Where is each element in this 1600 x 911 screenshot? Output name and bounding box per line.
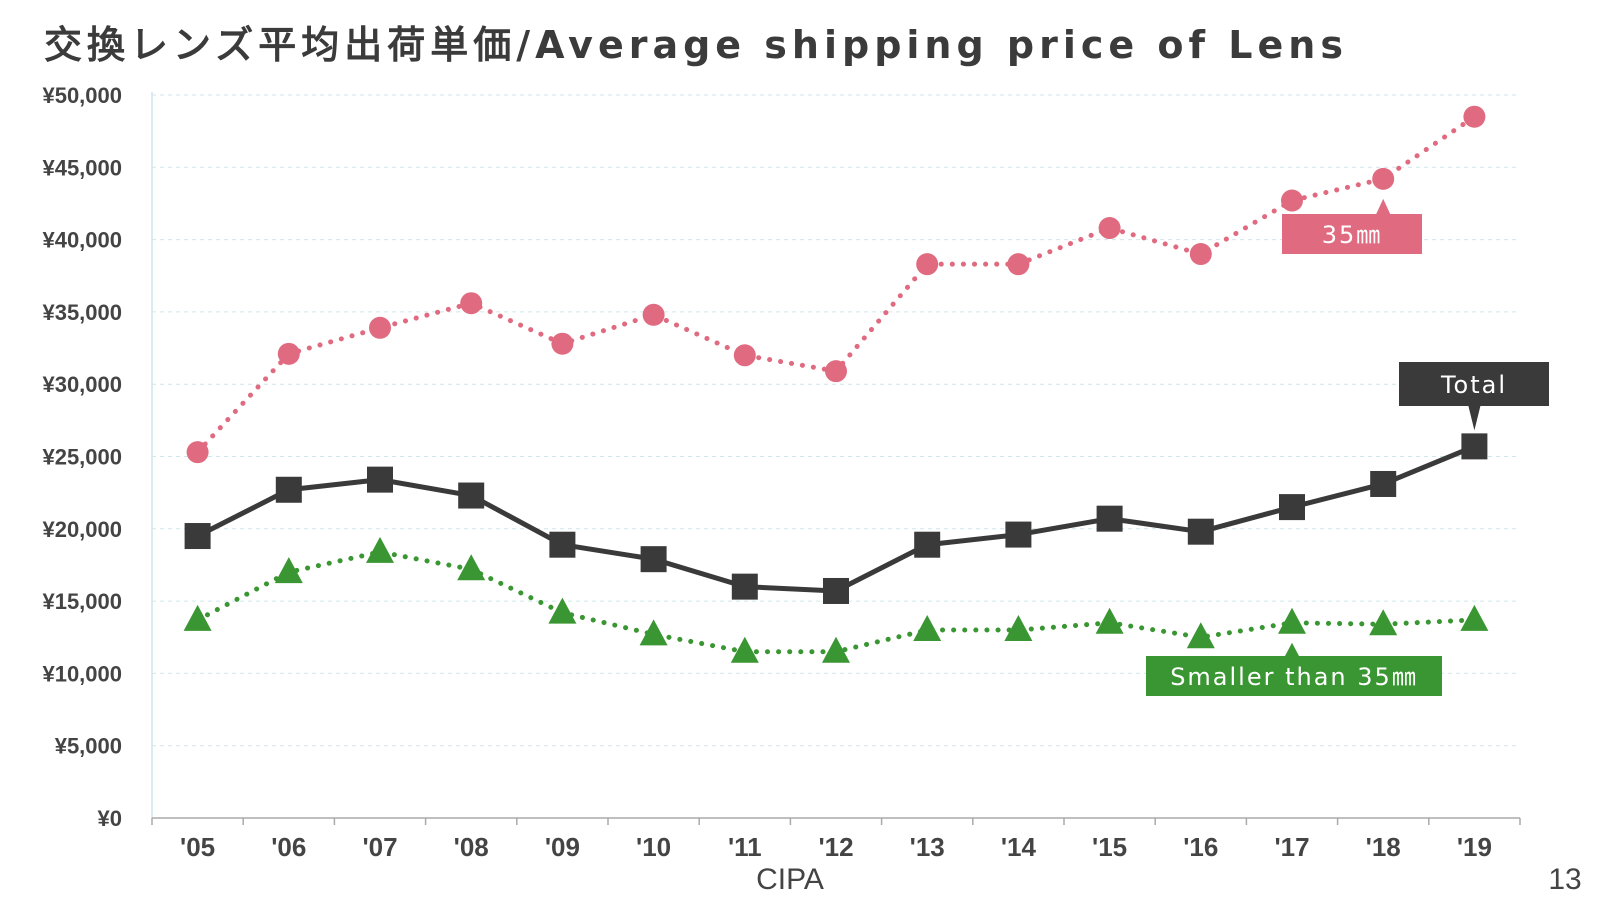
data-point [277,342,300,365]
data-point [1370,470,1397,497]
series-1 [184,433,1488,604]
callout-pointer [1376,198,1391,214]
data-point [822,636,850,663]
data-point [1095,607,1124,634]
callout-label: 35㎜ [1322,221,1383,249]
data-point [1279,494,1305,521]
data-point [916,253,939,276]
callout-label: Smaller than 35㎜ [1170,663,1418,691]
data-point [1281,189,1303,212]
data-point [548,597,577,624]
legend-callouts: 35㎜ Total Smaller than 35㎜ [1146,198,1549,696]
series-group [183,105,1489,663]
x-tick-label: '17 [1274,832,1309,862]
y-tick-label: ¥20,000 [42,517,122,542]
data-point [823,577,849,604]
data-point [1460,604,1489,631]
data-point [1463,105,1486,128]
data-point [551,332,574,355]
legend-callout-1: Total [1399,362,1549,431]
data-point [458,482,485,509]
callout-box [1146,656,1442,696]
data-point [1096,505,1123,532]
data-point [367,466,393,493]
x-tick-label: '19 [1457,832,1492,862]
data-point [642,303,665,326]
y-tick-label: ¥45,000 [42,155,122,180]
y-tick-label: ¥30,000 [42,372,122,397]
data-point [184,523,211,550]
data-point [274,557,303,584]
y-tick-label: ¥50,000 [42,83,122,108]
data-point [1372,167,1395,190]
data-point [1189,243,1212,266]
data-point [1187,518,1214,545]
data-point [549,531,576,558]
data-point [275,476,302,503]
data-point [639,619,668,646]
y-tick-label: ¥5,000 [55,734,122,759]
legend-callout-0: 35㎜ [1282,198,1422,254]
x-tick-label: '10 [636,832,671,862]
data-point [457,554,486,581]
y-axis-tick-labels: ¥0 ¥5,000 ¥10,000 ¥15,000 ¥20,000 ¥25,000 ¥30,… [42,83,122,831]
data-point [186,441,209,464]
data-point [730,636,759,663]
x-tick-label: '09 [545,832,580,862]
x-tick-label: '18 [1366,832,1401,862]
data-point [460,292,483,315]
y-tick-label: ¥40,000 [42,228,122,253]
y-tick-label: ¥25,000 [42,445,122,470]
page-title: 交換レンズ平均出荷単価/Average shipping price of Le… [44,23,1348,67]
x-tick-label: '11 [728,832,762,862]
data-point [913,615,942,642]
y-tick-label: ¥35,000 [42,300,122,325]
x-tick-label: '07 [362,832,397,862]
data-point [640,546,667,573]
x-tick-label: '15 [1092,832,1127,862]
data-point [1005,521,1032,548]
data-point [369,316,391,339]
callout-box [1282,214,1422,254]
y-tick-label: ¥0 [98,806,122,831]
data-point [1461,433,1488,460]
y-tick-label: ¥15,000 [42,589,122,614]
data-point [1004,615,1033,642]
legend-callout-2: Smaller than 35㎜ [1146,642,1442,696]
data-point [914,531,941,558]
x-tick-label: '05 [180,832,215,862]
axes [151,92,1521,825]
x-tick-label: '08 [454,832,489,862]
callout-pointer [1468,406,1481,431]
x-tick-label: '12 [818,832,853,862]
data-point [1007,253,1030,276]
page-number: 13 [1548,863,1582,896]
x-tick-label: '14 [1001,832,1037,862]
data-point [1098,217,1121,240]
x-tick-label: '13 [910,832,945,862]
series-2 [183,536,1489,663]
x-axis-tick-labels: '05 '06 '07 '08 '09 '10 '11 '12 '13 '14 '15 '16 '17 '… [180,832,1492,862]
data-point [1186,622,1215,649]
data-point [733,344,756,367]
source-label: CIPA [756,863,824,896]
data-point [1278,607,1306,634]
data-point [825,360,847,383]
data-point [731,573,758,600]
data-point [366,536,394,563]
data-point [1369,609,1398,636]
callout-pointer [1285,642,1299,656]
callout-box [1399,362,1549,406]
series-0 [186,105,1486,464]
data-point [183,604,212,631]
x-tick-label: '06 [271,832,306,862]
y-tick-label: ¥10,000 [42,661,122,686]
callout-label: Total [1440,371,1507,399]
x-tick-label: '16 [1183,832,1218,862]
